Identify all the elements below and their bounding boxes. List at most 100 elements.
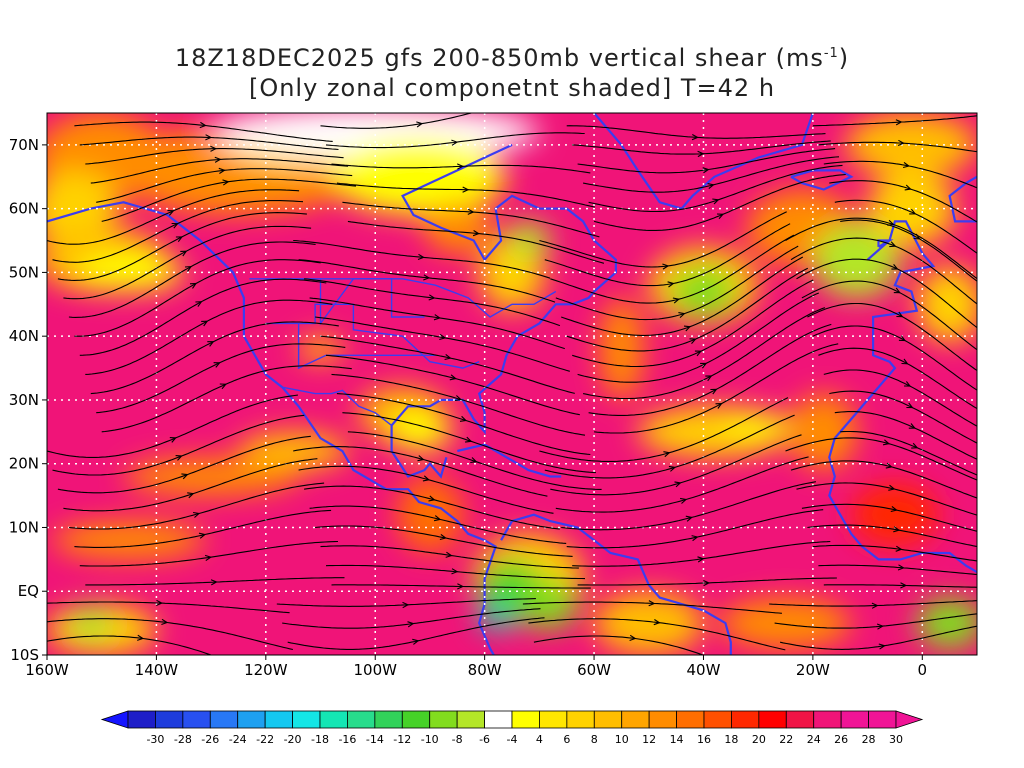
colorbar-tick-label: -14 xyxy=(366,733,384,746)
streamline-arrow xyxy=(871,602,879,609)
streamline xyxy=(818,564,977,576)
streamline xyxy=(583,156,840,193)
streamline-arrow xyxy=(222,179,230,186)
colorbar-tick-label: -8 xyxy=(452,733,463,746)
streamline xyxy=(47,394,298,458)
streamline-arrow xyxy=(184,265,193,272)
streamline xyxy=(85,148,344,165)
streamline xyxy=(347,431,602,490)
streamline xyxy=(818,141,977,153)
colorbar-tick-label: -12 xyxy=(393,733,411,746)
streamline xyxy=(57,212,307,281)
streamline xyxy=(320,113,474,129)
streamline-arrow xyxy=(672,297,681,304)
streamline xyxy=(293,239,551,279)
streamline xyxy=(96,343,346,414)
streamline xyxy=(588,323,832,416)
colorbar-tick-label: -10 xyxy=(421,733,439,746)
streamline xyxy=(582,307,826,400)
streamline-arrow xyxy=(908,423,916,429)
streamline xyxy=(572,140,831,155)
streamline-arrow xyxy=(444,353,452,361)
streamline-arrow xyxy=(629,634,637,642)
colorbar-swatch xyxy=(813,710,842,729)
streamline xyxy=(79,136,339,151)
streamline xyxy=(63,458,318,512)
streamline xyxy=(336,393,591,456)
streamline-arrow xyxy=(878,643,886,650)
colorbar-swatch xyxy=(127,710,156,729)
streamline xyxy=(293,446,548,497)
streamline xyxy=(812,544,977,562)
streamline xyxy=(347,220,605,264)
streamline-arrow xyxy=(213,362,221,368)
streamline-arrow xyxy=(204,554,213,562)
colorbar-swatch xyxy=(785,710,815,729)
streamline-arrow xyxy=(889,241,897,248)
streamline-arrow xyxy=(456,163,464,170)
streamline-arrow xyxy=(648,600,656,607)
streamline xyxy=(68,241,316,318)
streamline xyxy=(52,414,305,476)
streamline xyxy=(823,160,977,189)
latitude-labels: 70N 60N 50N 40N 30N 20N 10N EQ 10S xyxy=(9,136,47,664)
streamline xyxy=(57,435,311,494)
colorbar-swatch xyxy=(237,710,266,729)
streamline-arrow xyxy=(439,533,447,541)
streamline-arrow xyxy=(412,638,420,645)
colorbar-tick-label: 14 xyxy=(670,733,684,746)
streamline xyxy=(320,545,579,569)
colorbar-swatch xyxy=(840,710,869,729)
streamline-arrow xyxy=(678,312,686,319)
lon-label: 120W xyxy=(244,661,288,679)
colorbar-left-arrow xyxy=(100,710,129,729)
streamline xyxy=(90,158,349,184)
streamline xyxy=(325,132,585,149)
lat-label: EQ xyxy=(18,582,39,600)
streamline-arrow xyxy=(674,481,682,488)
colorbar-swatch xyxy=(429,710,458,729)
streamline-arrow xyxy=(897,139,905,147)
colorbar-swatch xyxy=(703,710,732,729)
streamline xyxy=(101,178,357,222)
streamline-arrow xyxy=(189,282,198,289)
streamline-arrow xyxy=(175,236,184,243)
streamline xyxy=(320,335,575,394)
streamline xyxy=(309,297,565,350)
streamline-arrow xyxy=(454,395,463,402)
streamline-arrow xyxy=(214,156,222,163)
streamline xyxy=(790,460,977,499)
streamline xyxy=(74,509,332,548)
streamline-arrow xyxy=(668,465,677,472)
colorbar-swatch xyxy=(593,710,623,729)
streamline-arrow xyxy=(467,208,475,215)
colorbar-tick-label: 20 xyxy=(752,733,766,746)
lat-label: 50N xyxy=(9,263,39,281)
streamline-arrow xyxy=(439,333,447,341)
streamline xyxy=(550,234,795,304)
shade-blob xyxy=(867,170,956,247)
map-frame xyxy=(46,112,978,656)
streamline-arrow xyxy=(156,599,164,607)
streamline xyxy=(79,540,339,567)
streamline-arrow xyxy=(689,338,697,344)
colorbar-tick-label: 22 xyxy=(779,733,793,746)
streamline xyxy=(342,201,600,238)
streamline-arrow xyxy=(897,564,905,571)
lon-label: 20W xyxy=(796,661,830,679)
shade-blob xyxy=(68,603,113,643)
colorbar-tick-label: -20 xyxy=(284,733,302,746)
colorbar-tick-label: 6 xyxy=(563,733,570,746)
streamline xyxy=(304,278,561,327)
streamline-arrow xyxy=(685,515,693,522)
colorbar-swatch xyxy=(182,710,211,729)
streamline-arrow xyxy=(683,325,692,332)
streamline-arrow xyxy=(175,455,183,461)
streamline-arrow xyxy=(161,618,169,626)
streamline-arrow xyxy=(885,462,893,469)
streamline xyxy=(566,125,826,139)
streamline xyxy=(96,168,353,203)
streamline-arrow xyxy=(705,375,713,382)
streamline-arrow xyxy=(417,253,425,261)
streamline xyxy=(555,245,799,321)
